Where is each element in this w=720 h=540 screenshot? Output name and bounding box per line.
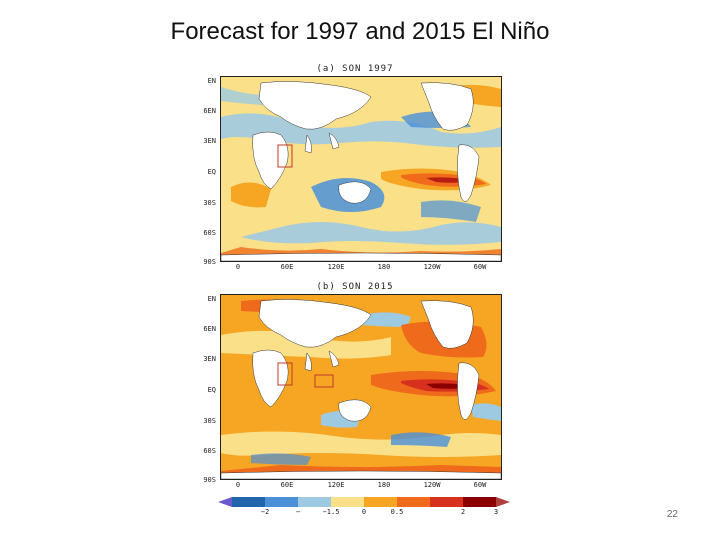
map-panel-2015: (b) SON 2015 EN 6EN 3EN EQ 30S 60S 90S: [190, 280, 520, 490]
lat-label: EN: [207, 295, 216, 303]
colorbar-segment: [331, 497, 365, 507]
lon-label: 120E: [327, 263, 345, 271]
colorbar-segment: [430, 497, 464, 507]
colorbar-max-arrow: [496, 497, 510, 507]
lon-label: 0: [235, 263, 241, 271]
colorbar-tick-label: −1.5: [322, 508, 340, 516]
lat-label: EQ: [207, 386, 216, 394]
panel-title-1997: (a) SON 1997: [316, 64, 394, 74]
lat-label: 60S: [203, 229, 216, 237]
lat-label: EQ: [207, 168, 216, 176]
lon-label: 60W: [473, 263, 487, 271]
sst-anomaly-map-2015: [220, 294, 502, 480]
colorbar-tick-label: 0.5: [390, 508, 404, 516]
lon-label: 120W: [423, 263, 441, 271]
slide-title: Forecast for 1997 and 2015 El Niño: [170, 18, 550, 45]
lat-label: 30S: [203, 199, 216, 207]
map-panel-1997: (a) SON 1997 EN 6EN 3EN EQ 30S 60S 90S: [190, 62, 520, 272]
lat-label: 90S: [203, 258, 216, 266]
lat-label: 60S: [203, 447, 216, 455]
colorbar-tick-label: 2: [460, 508, 466, 516]
lon-label: 60W: [473, 481, 487, 489]
colorbar-segment: [265, 497, 299, 507]
colorbar-segment: [364, 497, 398, 507]
colorbar-min-arrow: [218, 497, 232, 507]
colorbar-segment: [463, 497, 497, 507]
colorbar: [218, 497, 510, 507]
lat-label: 6EN: [203, 107, 216, 115]
lat-label: 3EN: [203, 137, 216, 145]
lon-label: 0: [235, 481, 241, 489]
lon-label: 180: [377, 481, 391, 489]
lat-label: 30S: [203, 417, 216, 425]
panel-title-2015: (b) SON 2015: [316, 282, 394, 292]
colorbar-segment: [298, 497, 332, 507]
colorbar-segment: [397, 497, 431, 507]
lon-label: 60E: [280, 263, 294, 271]
lat-label: 3EN: [203, 355, 216, 363]
colorbar-tick-label: −2: [260, 508, 270, 516]
lat-label: 6EN: [203, 325, 216, 333]
colorbar-tick-label: 3: [493, 508, 499, 516]
lon-label: 60E: [280, 481, 294, 489]
colorbar-tick-label: 0: [361, 508, 367, 516]
lon-label: 120W: [423, 481, 441, 489]
lat-label: 90S: [203, 476, 216, 484]
sst-anomaly-map-1997: [220, 76, 502, 262]
page-number: 22: [666, 509, 678, 520]
lat-label: EN: [207, 77, 216, 85]
colorbar-segment: [232, 497, 266, 507]
lon-label: 120E: [327, 481, 345, 489]
lon-label: 180: [377, 263, 391, 271]
colorbar-tick-label: −: [295, 508, 301, 516]
